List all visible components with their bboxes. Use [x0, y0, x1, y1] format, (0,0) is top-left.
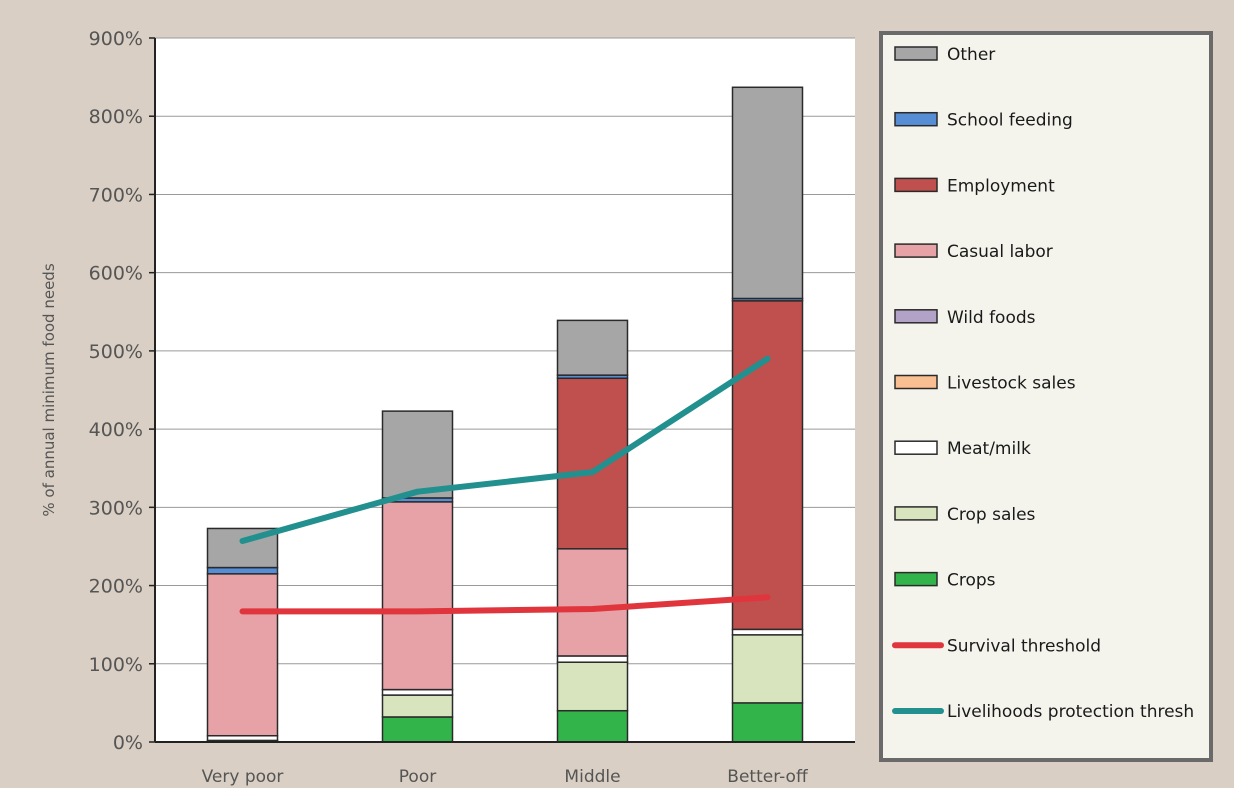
bar-segment — [556, 548, 629, 657]
y-axis-label: % of annual minimum food needs — [40, 263, 58, 516]
legend-swatch — [894, 374, 938, 390]
y-tick-label: 300% — [89, 497, 143, 519]
legend: Other School feeding Employment Casual labo… — [879, 31, 1213, 762]
y-tick-label: 0% — [113, 732, 143, 754]
bar-segment — [556, 709, 629, 743]
y-tick-label: 700% — [89, 184, 143, 206]
bar-segment — [381, 501, 454, 691]
legend-label: Other — [947, 45, 995, 65]
x-tick-label: Very poor — [202, 767, 284, 787]
legend-swatch — [894, 177, 938, 193]
y-tick-label: 600% — [89, 263, 143, 285]
legend-label: Livestock sales — [947, 374, 1076, 394]
axes: 0% 100% 200% 300% 400% 500% 600% 700% 800% 900% Ve… — [89, 28, 855, 787]
y-tick-label: 200% — [89, 576, 143, 598]
bar-segment — [381, 410, 454, 499]
bar-segment — [731, 300, 804, 631]
legend-swatch — [894, 243, 938, 258]
y-tick-label: 900% — [89, 28, 143, 50]
bar-segment — [381, 694, 454, 718]
legend-box — [879, 31, 1213, 762]
bar-segment — [731, 702, 804, 743]
bar-segment — [731, 86, 804, 300]
bar-segment — [206, 566, 279, 575]
bar-segment — [556, 655, 629, 663]
legend-swatch — [894, 571, 938, 587]
legend-label: Crops — [947, 571, 996, 591]
y-tick-label: 400% — [89, 419, 143, 441]
x-tick-label: Poor — [399, 767, 436, 787]
y-tick-label: 800% — [89, 106, 143, 128]
bars — [206, 86, 804, 743]
legend-label: Wild foods — [947, 308, 1036, 328]
legend-label: Employment — [947, 176, 1055, 196]
x-tick-label: Better-off — [727, 767, 809, 787]
legend-label: School feeding — [947, 111, 1073, 131]
bar-segment — [731, 628, 804, 636]
legend-swatch — [894, 309, 938, 324]
bar-segment — [731, 634, 804, 704]
legend-swatch — [894, 440, 938, 455]
bar-segment — [381, 716, 454, 743]
legend-swatch — [894, 506, 938, 521]
bar-segment — [556, 661, 629, 712]
legend-label: Casual labor — [947, 242, 1053, 262]
bar-segment — [381, 688, 454, 696]
legend-label: Livelihoods protection thresh — [947, 702, 1194, 722]
legend-label: Meat/milk — [947, 439, 1031, 459]
threshold-line — [239, 594, 771, 615]
bar-segment — [206, 573, 279, 737]
bar-segment — [556, 377, 629, 550]
threshold-line — [239, 355, 771, 544]
legend-label: Survival threshold — [947, 636, 1101, 656]
legend-swatch — [894, 111, 938, 127]
threshold-lines — [239, 355, 771, 615]
x-tick-label: Middle — [564, 767, 620, 787]
legend-label: Crop sales — [947, 505, 1036, 525]
y-tick-label: 100% — [89, 654, 143, 676]
bar-segment — [556, 319, 629, 376]
y-tick-label: 500% — [89, 341, 143, 363]
legend-swatch — [894, 46, 938, 61]
